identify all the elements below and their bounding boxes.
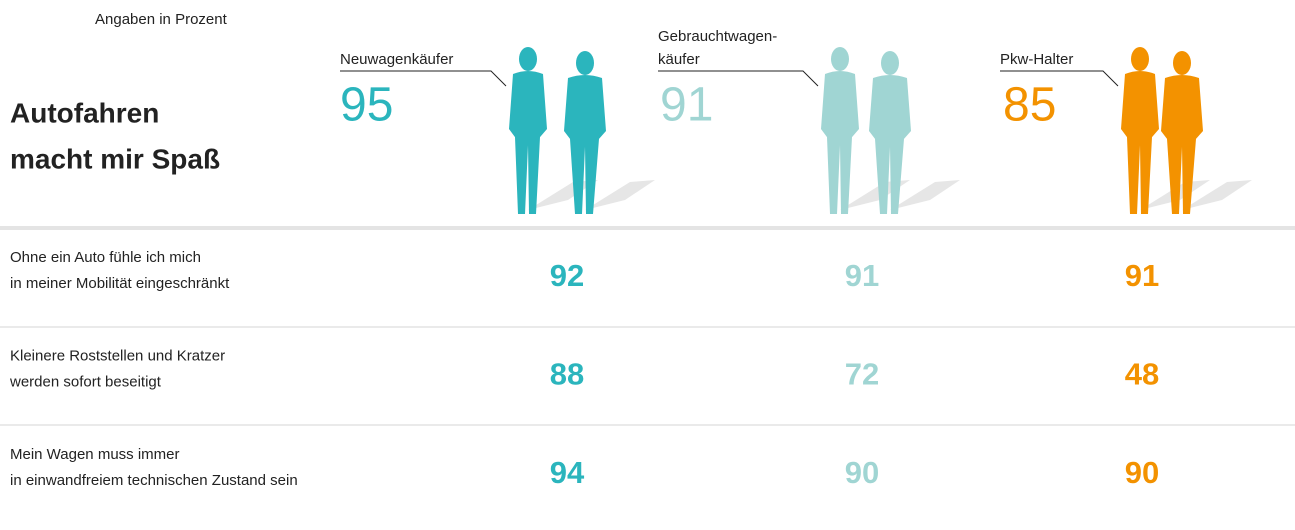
group-label: Gebrauchtwagen- [658, 28, 777, 45]
figure-head [1131, 47, 1149, 71]
figure-body [1121, 71, 1159, 214]
row-label: werden sofort beseitigt [9, 373, 162, 390]
leader-line [340, 70, 507, 87]
figure-body [509, 71, 547, 214]
row-value: 92 [550, 258, 584, 293]
group-value: 95 [340, 79, 393, 132]
row-value: 91 [845, 258, 879, 293]
row-value: 91 [1125, 258, 1159, 293]
figure-head [576, 51, 594, 75]
row-value: 72 [845, 357, 879, 392]
group-label: Pkw-Halter [1000, 51, 1073, 68]
row-value: 48 [1125, 357, 1159, 392]
leader-line [658, 70, 819, 87]
group-value: 91 [660, 79, 713, 132]
row-value: 94 [550, 455, 585, 490]
figure-head [881, 51, 899, 75]
group-label: käufer [658, 51, 700, 68]
figure-head [1173, 51, 1191, 75]
row-label: Ohne ein Auto fühle ich mich [10, 249, 201, 266]
note: Angaben in Prozent [95, 11, 228, 28]
row-label: Mein Wagen muss immer [10, 446, 179, 463]
shadow [585, 180, 655, 210]
row-label: in einwandfreiem technischen Zustand sei… [10, 472, 298, 489]
group-label: Neuwagenkäufer [340, 51, 453, 68]
shadow [890, 180, 960, 210]
figure-body [869, 75, 911, 214]
row-value: 90 [1125, 455, 1159, 490]
shadow [1182, 180, 1252, 210]
figure-body [1161, 75, 1203, 214]
row-value: 88 [550, 357, 584, 392]
group-value: 85 [1003, 79, 1056, 132]
row-label: Kleinere Roststellen und Kratzer [10, 347, 225, 364]
figure-body [821, 71, 859, 214]
title: Autofahren [10, 97, 159, 128]
row-value: 90 [845, 455, 879, 490]
leader-line [1000, 70, 1119, 87]
figure-head [831, 47, 849, 71]
figure-body [564, 75, 606, 214]
title: macht mir Spaß [10, 143, 220, 174]
row-label: in meiner Mobilität eingeschränkt [10, 275, 230, 292]
figure-head [519, 47, 537, 71]
